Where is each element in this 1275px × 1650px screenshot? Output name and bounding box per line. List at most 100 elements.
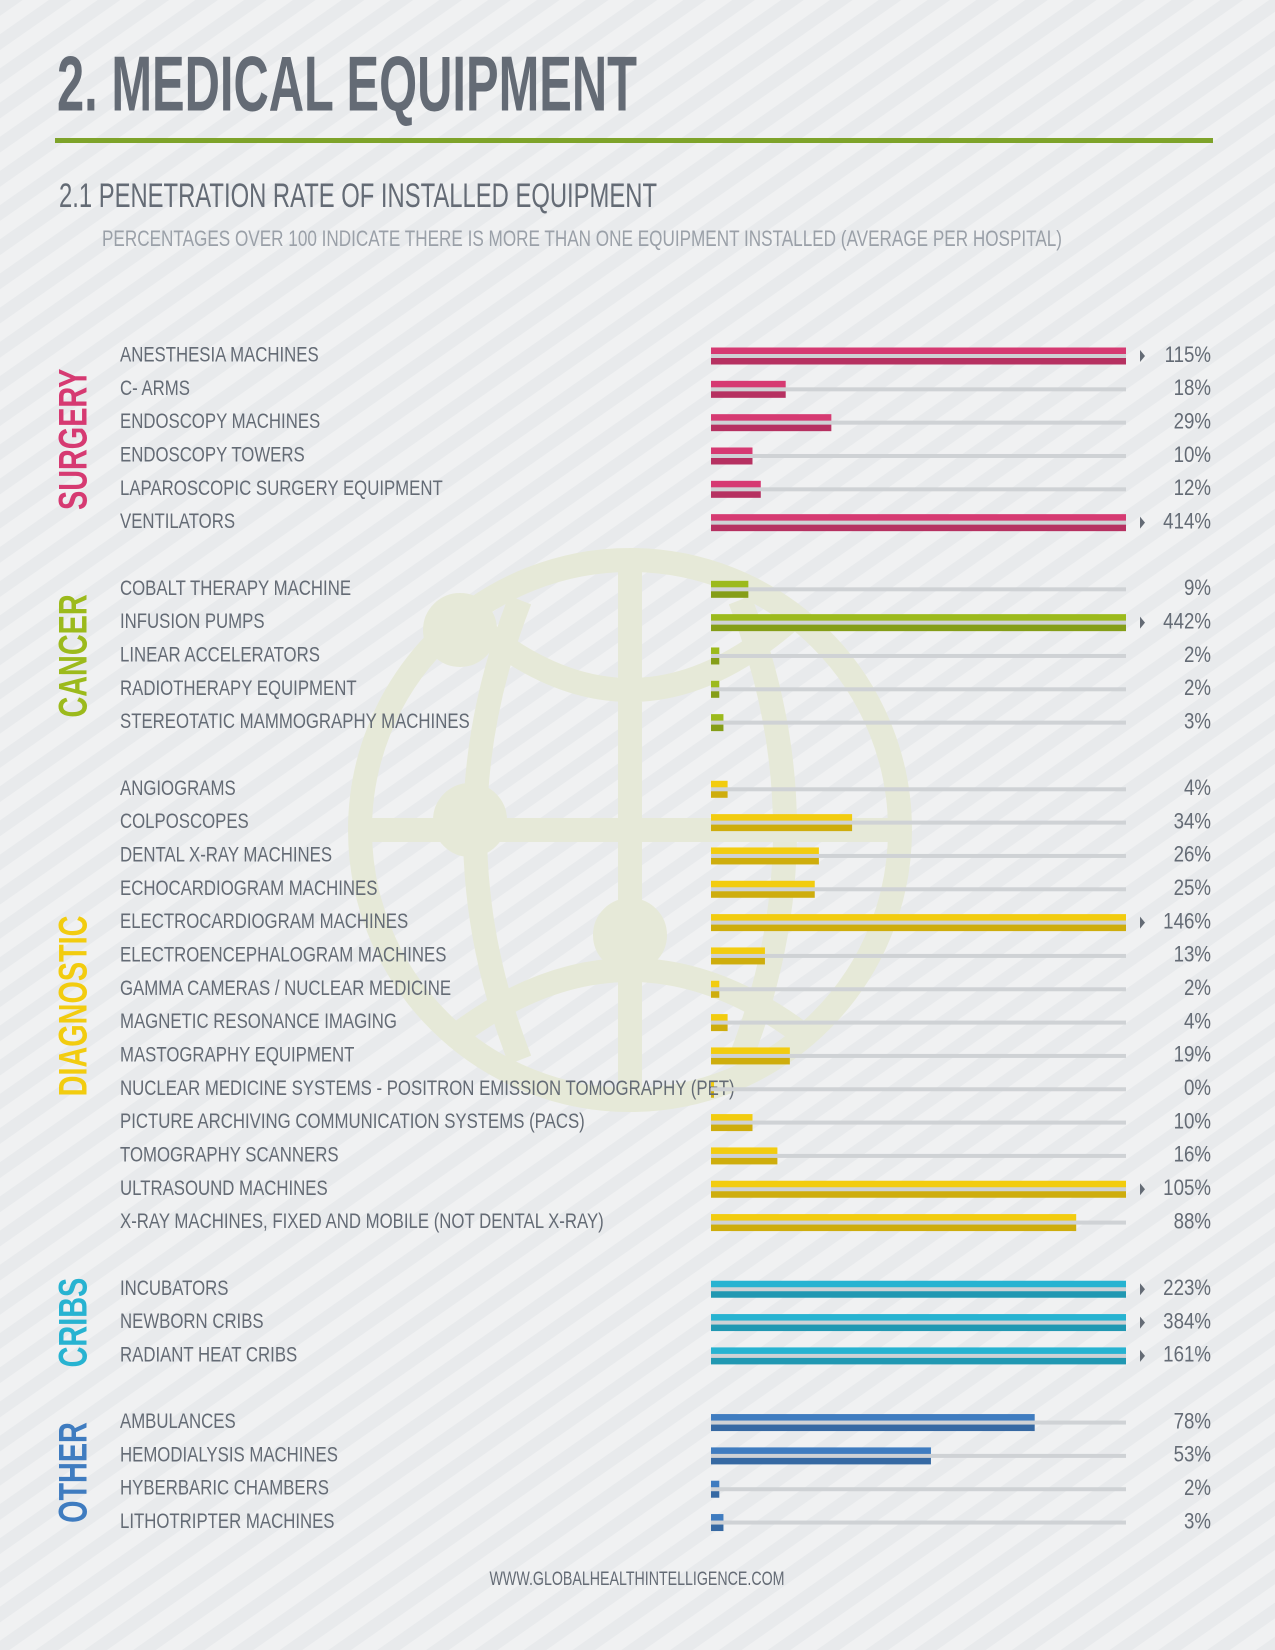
track: [711, 653, 1126, 658]
overflow-arrow: [1140, 1316, 1145, 1329]
value-label: 2%: [1184, 677, 1211, 701]
value-label: 442%: [1163, 610, 1211, 634]
row-label: NEWBORN CRIBS: [120, 1310, 264, 1333]
value-label: 16%: [1174, 1143, 1211, 1167]
overflow-arrow: [1140, 916, 1145, 929]
track: [711, 1320, 1126, 1325]
group-label: CRIBS: [51, 1278, 96, 1368]
value-label: 9%: [1184, 577, 1211, 601]
row-label: VENTILATORS: [120, 511, 235, 534]
track: [711, 1520, 1126, 1525]
value-label: 223%: [1163, 1277, 1211, 1301]
track: [711, 687, 1126, 692]
track: [711, 720, 1126, 725]
row-label: DENTAL X-RAY MACHINES: [120, 844, 332, 867]
value-label: 53%: [1174, 1443, 1211, 1467]
row-label: PICTURE ARCHIVING COMMUNICATION SYSTEMS …: [120, 1110, 585, 1133]
footer: WWW.GLOBALHEALTHINTELLIGENCE.COM: [490, 1569, 785, 1590]
value-label: 29%: [1174, 410, 1211, 434]
group-label: OTHER: [51, 1422, 96, 1523]
value-label: 12%: [1174, 477, 1211, 501]
group-label: DIAGNOSTIC: [51, 916, 96, 1097]
value-label: 4%: [1184, 1010, 1211, 1034]
row-label: RADIANT HEAT CRIBS: [120, 1344, 297, 1367]
value-label: 161%: [1163, 1343, 1211, 1367]
track: [711, 387, 1126, 392]
group-label: SURGERY: [51, 369, 96, 510]
overflow-arrow: [1140, 350, 1145, 362]
track: [711, 1120, 1126, 1125]
row-label: LINEAR ACCELERATORS: [120, 644, 320, 667]
overflow-arrow: [1140, 516, 1145, 529]
overflow-arrow: [1140, 1349, 1145, 1362]
row-label: GAMMA CAMERAS / NUCLEAR MEDICINE: [120, 977, 451, 1000]
overflow-arrow: [1140, 1183, 1145, 1196]
overflow-arrow: [1140, 616, 1145, 629]
row-label: ANESTHESIA MACHINES: [120, 344, 319, 367]
track: [711, 1053, 1126, 1058]
row-label: HEMODIALYSIS MACHINES: [120, 1444, 338, 1467]
row-label: ANGIOGRAMS: [120, 777, 236, 800]
track: [711, 487, 1126, 492]
value-label: 384%: [1163, 1310, 1211, 1334]
track: [711, 1353, 1126, 1358]
track: [711, 1453, 1126, 1458]
track: [711, 1220, 1126, 1225]
track: [711, 953, 1126, 958]
track: [711, 987, 1126, 992]
title-rule: [55, 138, 1213, 143]
value-label: 105%: [1163, 1177, 1211, 1201]
row-label: AMBULANCES: [120, 1410, 236, 1433]
row-label: NUCLEAR MEDICINE SYSTEMS - POSITRON EMIS…: [120, 1077, 735, 1100]
track: [711, 420, 1126, 425]
value-label: 13%: [1174, 943, 1211, 967]
value-label: 10%: [1174, 1110, 1211, 1134]
row-label: MAGNETIC RESONANCE IMAGING: [120, 1010, 397, 1033]
track: [711, 1487, 1126, 1492]
row-label: X-RAY MACHINES, FIXED AND MOBILE (NOT DE…: [120, 1210, 604, 1233]
chart-subtitle: PERCENTAGES OVER 100 INDICATE THERE IS M…: [102, 226, 1062, 251]
row-label: ELECTROCARDIOGRAM MACHINES: [120, 910, 408, 933]
value-label: 2%: [1184, 977, 1211, 1001]
track: [711, 620, 1126, 625]
track: [711, 1420, 1126, 1425]
row-label: ECHOCARDIOGRAM MACHINES: [120, 877, 377, 900]
track: [711, 853, 1126, 858]
value-label: 115%: [1165, 343, 1211, 367]
value-label: 146%: [1163, 910, 1211, 934]
row-label: RADIOTHERAPY EQUIPMENT: [120, 677, 357, 700]
page-title: 2. MEDICAL EQUIPMENT: [57, 40, 637, 128]
row-label: HYBERBARIC CHAMBERS: [120, 1477, 329, 1500]
value-label: 88%: [1174, 1210, 1211, 1234]
row-label: C- ARMS: [120, 377, 190, 400]
row-label: ULTRASOUND MACHINES: [120, 1177, 328, 1200]
value-label: 25%: [1174, 877, 1211, 901]
value-label: 0%: [1184, 1077, 1211, 1101]
value-label: 19%: [1174, 1043, 1211, 1067]
value-label: 18%: [1174, 377, 1211, 401]
track: [711, 1187, 1126, 1192]
track: [711, 354, 1126, 358]
value-label: 414%: [1163, 510, 1211, 534]
value-label: 78%: [1174, 1410, 1211, 1434]
row-label: LAPAROSCOPIC SURGERY EQUIPMENT: [120, 477, 443, 500]
row-label: TOMOGRAPHY SCANNERS: [120, 1144, 339, 1167]
overflow-arrow: [1140, 1283, 1145, 1296]
row-label: ELECTROENCEPHALOGRAM MACHINES: [120, 944, 446, 967]
group-label: CANCER: [51, 594, 96, 717]
row-label: LITHOTRIPTER MACHINES: [120, 1510, 335, 1533]
value-label: 4%: [1184, 777, 1211, 801]
value-label: 34%: [1174, 810, 1211, 834]
track: [711, 1087, 1126, 1092]
track: [711, 787, 1126, 792]
track: [711, 520, 1126, 525]
value-label: 10%: [1174, 443, 1211, 467]
track: [711, 453, 1126, 458]
track: [711, 1020, 1126, 1025]
row-label: ENDOSCOPY TOWERS: [120, 444, 305, 467]
track: [711, 587, 1126, 592]
value-label: 3%: [1184, 1510, 1211, 1534]
globe-watermark: [348, 548, 912, 1112]
row-label: ENDOSCOPY MACHINES: [120, 411, 320, 434]
value-label: 2%: [1184, 1477, 1211, 1501]
